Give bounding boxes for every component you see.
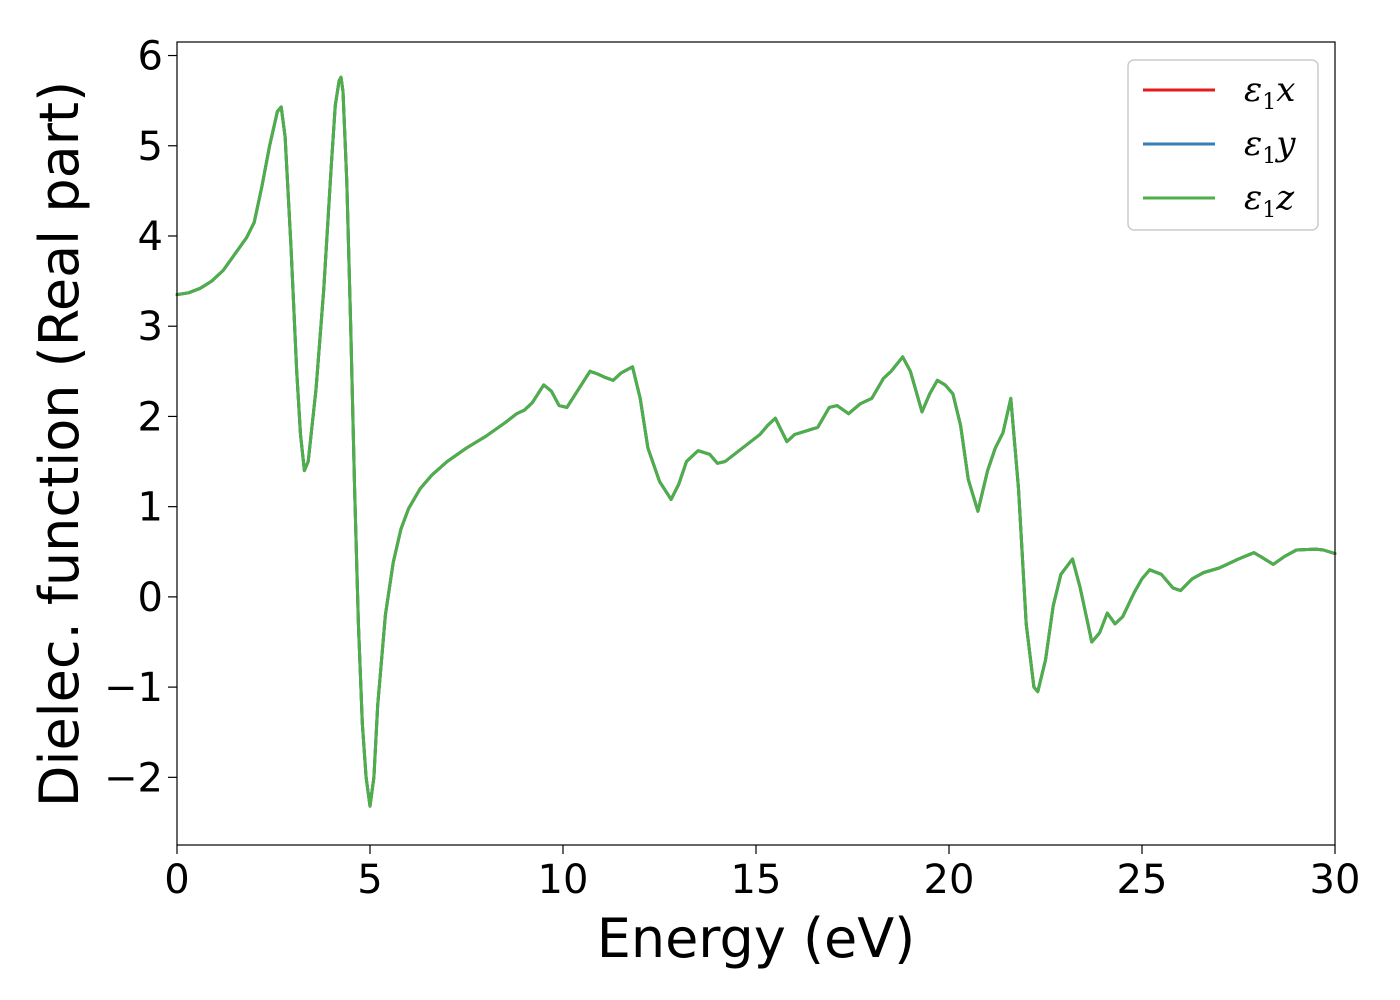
x-axis-ticks: 0 5 10 15 20 25 30 [164,845,1360,903]
x-tick-label: 20 [924,857,975,903]
x-tick-label: 30 [1310,857,1361,903]
x-tick-label: 5 [357,857,382,903]
y-tick-label: 5 [138,124,163,170]
y-tick-label: 4 [138,214,163,260]
x-axis-title: Energy (eV) [597,907,916,970]
y-tick-label: 2 [138,394,163,440]
x-tick-label: 10 [538,857,589,903]
series-line-3 [175,75,1337,808]
plot-lines [175,75,1337,808]
x-tick-label: 0 [164,857,189,903]
x-tick-label: 25 [1117,857,1168,903]
y-tick-label: 0 [138,575,163,621]
legend-label: ε1x [1244,70,1295,115]
y-tick-label: 6 [138,34,163,80]
legend-label: ε1y [1244,124,1296,169]
x-tick-label: 15 [731,857,782,903]
y-tick-label: 1 [138,485,163,531]
legend-box [1127,59,1319,231]
y-tick-label: −2 [104,755,163,801]
legend-label: ε1z [1244,178,1295,223]
y-tick-label: 3 [138,304,163,350]
y-axis-title: Dielec. function (Real part) [28,81,91,807]
legend: ε1x ε1y ε1z [1127,59,1319,231]
y-tick-label: −1 [104,665,163,711]
y-axis-ticks: −2 −1 0 1 2 3 4 5 6 [104,34,177,801]
